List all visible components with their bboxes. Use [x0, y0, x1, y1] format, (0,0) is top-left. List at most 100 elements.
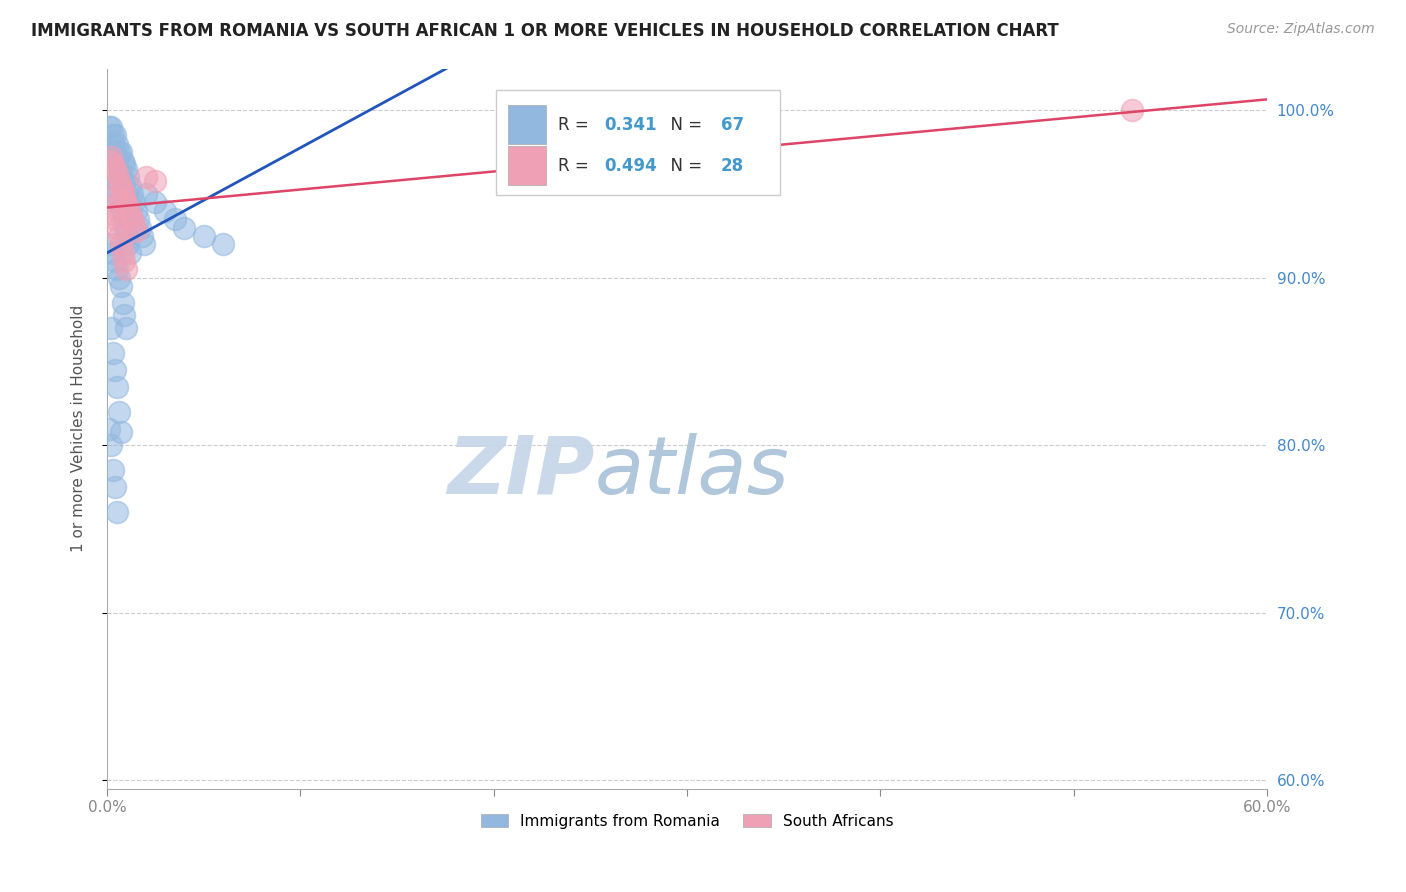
Point: [105, 167, 128, 181]
Point: [105, 220, 128, 235]
Point: [115, 321, 138, 335]
Text: R =: R =: [558, 116, 595, 134]
Point: [110, 237, 132, 252]
Point: [101, 157, 124, 171]
Point: [120, 178, 142, 193]
Point: [104, 161, 127, 176]
Point: [163, 212, 186, 227]
Point: [111, 207, 134, 221]
Point: [131, 229, 153, 244]
Point: [120, 245, 142, 260]
Point: [98, 120, 121, 135]
Point: [104, 212, 127, 227]
Point: [107, 145, 129, 160]
Point: [117, 201, 139, 215]
Point: [120, 207, 142, 221]
Text: Source: ZipAtlas.com: Source: ZipAtlas.com: [1227, 22, 1375, 37]
Point: [100, 237, 122, 252]
Point: [121, 212, 143, 227]
Point: [127, 212, 149, 227]
Point: [105, 379, 128, 393]
Point: [101, 190, 124, 204]
Point: [101, 136, 124, 151]
Point: [122, 217, 145, 231]
Text: IMMIGRANTS FROM ROMANIA VS SOUTH AFRICAN 1 OR MORE VEHICLES IN HOUSEHOLD CORRELA: IMMIGRANTS FROM ROMANIA VS SOUTH AFRICAN…: [31, 22, 1059, 40]
Point: [193, 229, 215, 244]
Point: [110, 425, 132, 439]
Point: [117, 195, 139, 210]
Point: [173, 220, 195, 235]
Text: 28: 28: [721, 157, 744, 175]
FancyBboxPatch shape: [509, 105, 546, 145]
Point: [135, 187, 157, 202]
Point: [125, 224, 148, 238]
Point: [98, 421, 121, 435]
Point: [107, 229, 129, 244]
Point: [104, 178, 127, 193]
Point: [145, 195, 167, 210]
Text: N =: N =: [661, 157, 707, 175]
Point: [101, 463, 124, 477]
Point: [101, 207, 124, 221]
Point: [105, 136, 128, 151]
Point: [114, 217, 136, 231]
Point: [114, 254, 136, 268]
Point: [104, 128, 127, 143]
Point: [100, 120, 122, 135]
FancyBboxPatch shape: [509, 146, 546, 186]
Point: [114, 157, 136, 171]
Point: [132, 237, 155, 252]
Point: [110, 178, 132, 193]
Point: [104, 363, 127, 377]
Point: [105, 505, 128, 519]
Point: [107, 195, 129, 210]
Point: [117, 237, 139, 252]
Text: N =: N =: [661, 116, 707, 134]
Point: [101, 346, 124, 360]
Point: [107, 174, 129, 188]
Legend: Immigrants from Romania, South Africans: Immigrants from Romania, South Africans: [474, 807, 900, 835]
Point: [145, 174, 167, 188]
Text: R =: R =: [558, 157, 595, 175]
Point: [107, 405, 129, 419]
Point: [105, 262, 128, 277]
Point: [105, 187, 128, 202]
Point: [121, 187, 143, 202]
Point: [100, 438, 122, 452]
Text: 0.494: 0.494: [605, 157, 658, 175]
Text: ZIP: ZIP: [447, 433, 595, 511]
Point: [111, 245, 134, 260]
Point: [104, 145, 127, 160]
Point: [121, 212, 143, 227]
Point: [101, 245, 124, 260]
Point: [120, 203, 142, 218]
Text: atlas: atlas: [595, 433, 789, 511]
Point: [111, 178, 134, 193]
Point: [153, 203, 176, 218]
Point: [212, 237, 235, 252]
Point: [125, 203, 148, 218]
Point: [100, 150, 122, 164]
Point: [129, 220, 152, 235]
Point: [110, 201, 132, 215]
Point: [115, 187, 138, 202]
Text: 67: 67: [721, 116, 744, 134]
Point: [111, 153, 134, 168]
Point: [98, 153, 121, 168]
Point: [107, 270, 129, 285]
Point: [110, 279, 132, 293]
Point: [122, 195, 145, 210]
Point: [111, 184, 134, 198]
Point: [114, 190, 136, 204]
Point: [1121, 103, 1143, 118]
Point: [114, 174, 136, 188]
Point: [110, 145, 132, 160]
Point: [115, 195, 138, 210]
Point: [117, 170, 139, 185]
Point: [104, 480, 127, 494]
Point: [115, 161, 138, 176]
Point: [135, 170, 157, 185]
Point: [115, 262, 138, 277]
Point: [101, 128, 124, 143]
Point: [104, 254, 127, 268]
